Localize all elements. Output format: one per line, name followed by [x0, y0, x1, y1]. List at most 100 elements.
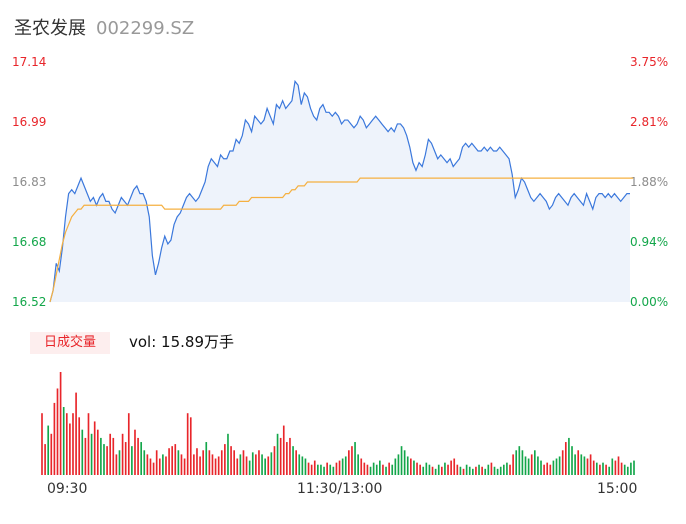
volume-bar [450, 460, 452, 475]
volume-bar [304, 458, 307, 475]
volume-bar [282, 425, 285, 475]
volume-bar [264, 458, 266, 475]
volume-bar [360, 458, 363, 475]
volume-bar [357, 454, 359, 475]
volume-bar [158, 458, 161, 475]
volume-bar [233, 450, 235, 475]
volume-bar [369, 466, 372, 475]
volume-bar [385, 466, 387, 475]
volume-bar [131, 446, 133, 475]
volume-bar [602, 462, 604, 475]
volume-bar [143, 450, 146, 475]
volume-bar [549, 464, 552, 475]
volume-bar [165, 456, 167, 475]
volume-bar [617, 456, 620, 475]
volume-bar [633, 460, 635, 475]
volume-bar [81, 429, 84, 475]
volume-bar [230, 446, 232, 475]
volume-bar [323, 466, 325, 475]
volume-bar [416, 462, 418, 475]
volume-bar [270, 452, 273, 475]
stock-name: 圣农发展 [14, 18, 86, 39]
volume-bar [220, 450, 223, 475]
volume-bar [552, 460, 555, 475]
volume-badge[interactable]: 日成交量 [30, 332, 110, 354]
volume-bar [239, 454, 242, 475]
volume-bar [564, 442, 567, 475]
volume-bar [410, 458, 412, 475]
volume-bar [301, 456, 304, 475]
volume-bar [41, 413, 43, 475]
volume-bar [127, 413, 130, 475]
volume-bar [56, 388, 59, 475]
volume-bar [183, 458, 186, 475]
volume-bar [490, 462, 493, 475]
volume-bar [580, 454, 583, 475]
volume-bar [273, 446, 276, 475]
volume-bar [298, 454, 301, 475]
volume-bar [174, 444, 177, 475]
volume-bar [134, 429, 136, 475]
volume-bar [251, 452, 254, 475]
volume-bar [363, 462, 366, 475]
volume-bar [366, 464, 369, 475]
volume-bar [338, 460, 341, 475]
volume-bar [462, 468, 465, 475]
volume-bar [419, 464, 421, 475]
x-tick-midday: 11:30/13:00 [297, 481, 383, 497]
volume-bar [155, 450, 158, 475]
y-right-label-2: 1.88% [630, 175, 669, 189]
volume-bar [630, 462, 632, 475]
volume-bar [53, 402, 56, 475]
volume-bar [428, 464, 431, 475]
volume-bar [509, 464, 511, 475]
volume-bar [332, 466, 335, 475]
volume-bar [335, 462, 338, 475]
volume-bar [236, 458, 239, 475]
volume-bar [391, 464, 394, 475]
volume-bar [47, 425, 50, 475]
volume-bar [388, 462, 390, 475]
volume-bar [162, 454, 164, 475]
volume-bar [595, 462, 598, 475]
volume-bar [258, 450, 260, 475]
volume-bar [267, 456, 270, 475]
volume-bar [196, 448, 198, 475]
volume-bar [453, 458, 456, 475]
volume-bar [394, 458, 397, 475]
volume-bar [555, 458, 558, 475]
volume-bar [208, 450, 211, 475]
volume-bar [425, 462, 428, 475]
volume-bar [518, 446, 521, 475]
volume-bar [397, 454, 400, 475]
volume-bar [527, 458, 530, 475]
volume-bar [87, 413, 90, 475]
volume-bar [459, 466, 462, 475]
volume-bar [348, 450, 350, 475]
volume-bar [441, 466, 443, 475]
volume-bar [586, 458, 589, 475]
volume-bar [78, 417, 81, 475]
average-line [49, 177, 634, 303]
price-area [50, 81, 630, 302]
volume-bar [444, 462, 446, 475]
volume-bar [515, 450, 518, 475]
volume-bar [592, 460, 595, 475]
volume-bar [506, 462, 508, 475]
volume-bar [502, 464, 505, 475]
volume-bar [406, 456, 409, 475]
volume-bar [589, 454, 592, 475]
volume-bar [96, 429, 99, 475]
volume-bar [403, 450, 406, 475]
volume-bar [608, 466, 611, 475]
volume-bar [530, 454, 533, 475]
volume-bar [292, 446, 294, 475]
volume-bar [202, 450, 204, 475]
volume-bar [307, 462, 310, 475]
y-right-label-4: 0.00% [630, 295, 669, 309]
volume-bar [512, 454, 514, 475]
volume-bar [189, 417, 192, 475]
volume-bar [286, 442, 288, 475]
volume-bar [248, 460, 251, 475]
volume-bar [149, 458, 152, 475]
